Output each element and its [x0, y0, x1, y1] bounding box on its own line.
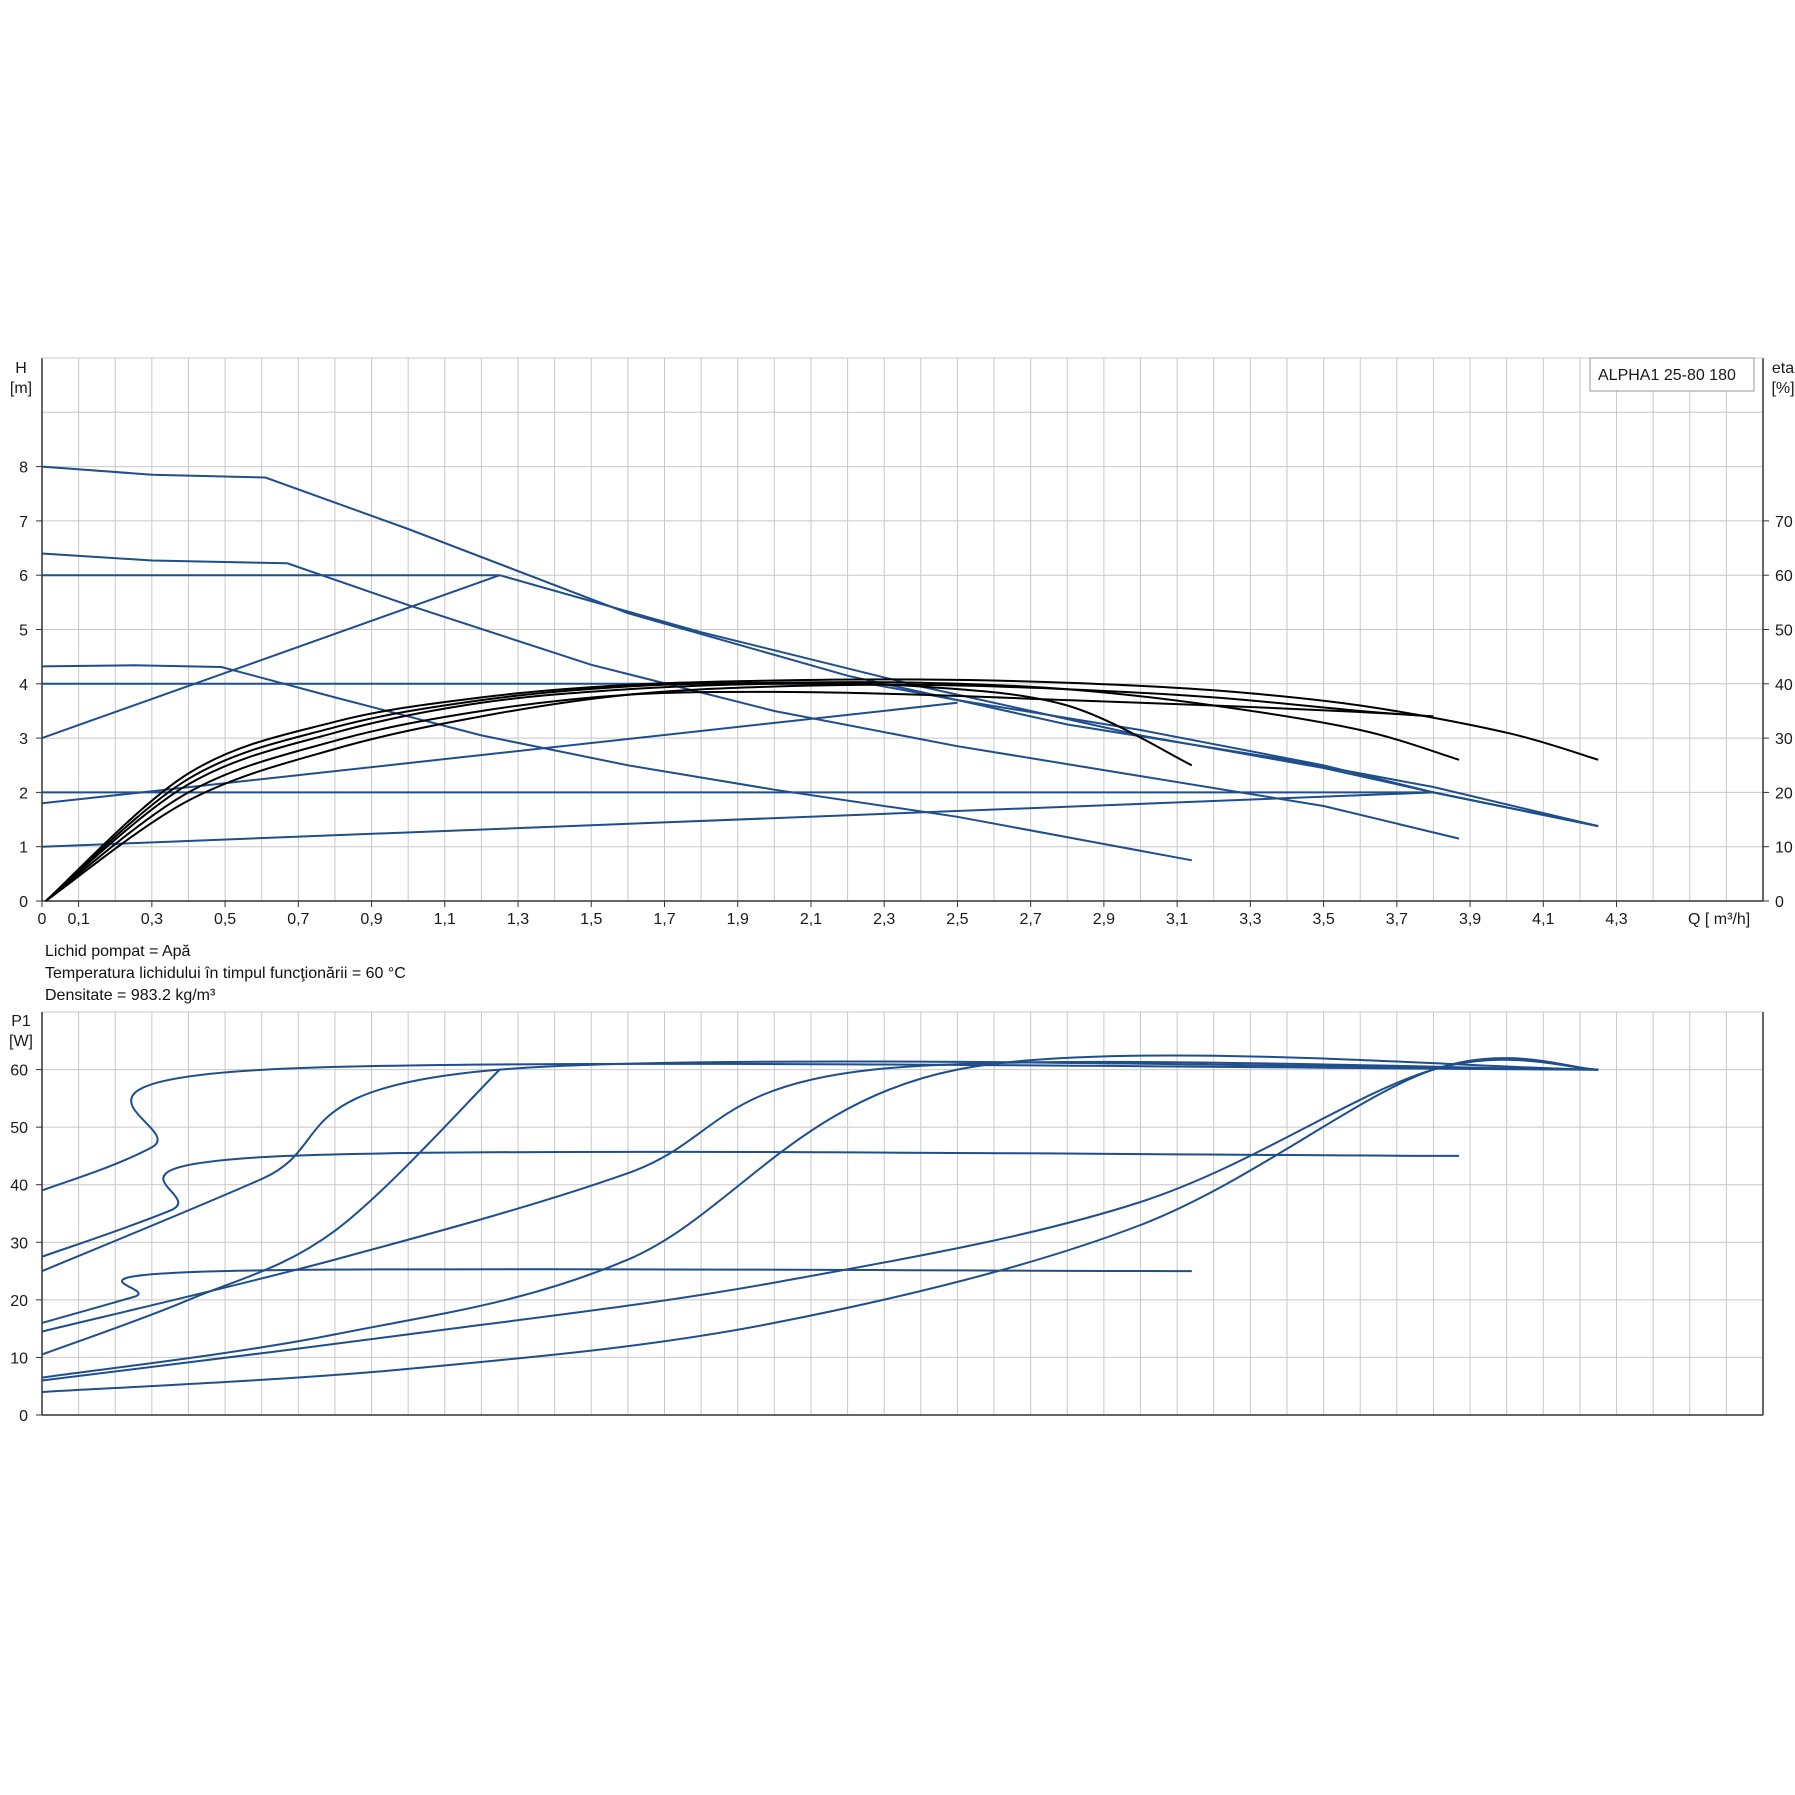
- flow-tick-label: 3,9: [1459, 911, 1481, 928]
- head-tick-label: 1: [19, 840, 28, 857]
- power-tick-label: 10: [10, 1350, 28, 1367]
- product-label: ALPHA1 25-80 180: [1598, 367, 1736, 384]
- flow-tick-label: 0,3: [141, 911, 163, 928]
- flow-tick-label: 3,7: [1386, 911, 1408, 928]
- power-chart-axes: 0 10 20 30 40 50 60 P1 [W]: [9, 1012, 1764, 1425]
- power-curve-1: [41, 1062, 1599, 1192]
- flow-tick-label: 1,5: [580, 911, 602, 928]
- fluid-info-density: Densitate = 983.2 kg/m³: [45, 987, 216, 1004]
- head-curve-2: [41, 552, 1460, 840]
- head-tick-label: 7: [19, 514, 28, 531]
- product-legend-box: ALPHA1 25-80 180: [1589, 357, 1755, 392]
- head-chart-axes: 0 1 2 3 4 5 6 7 8 0 10 20 30 40 50 60 70 0 0,1 0,3 0,5 0,7 0,9…: [10, 357, 1795, 928]
- flow-tick-label: 0,1: [67, 911, 89, 928]
- eta-tick-label: 70: [1775, 514, 1793, 531]
- fluid-info-liquid: Lichid pompat = Apă: [45, 943, 191, 960]
- flow-tick-label: 1,3: [507, 911, 529, 928]
- power-curve-5: [41, 1068, 501, 1356]
- head-tick-label: 6: [19, 568, 28, 585]
- efficiency-curve-2: [45, 681, 1460, 902]
- eta-axis-label: eta: [1772, 360, 1794, 377]
- power-tick-label: 30: [10, 1235, 28, 1252]
- power-curve-6: [41, 1060, 1599, 1333]
- flow-tick-label: 3,3: [1239, 911, 1261, 928]
- head-chart-curves: [41, 465, 1599, 902]
- head-curve-4: [42, 574, 1599, 828]
- power-tick-label: 60: [10, 1063, 28, 1080]
- head-axis-unit: [m]: [10, 380, 32, 397]
- flow-tick-label: 1,1: [434, 911, 456, 928]
- fluid-info-temperature: Temperatura lichidului în timpul funcţio…: [45, 965, 406, 982]
- head-curve-3: [41, 664, 1192, 862]
- flow-tick-label: 2,7: [1020, 911, 1042, 928]
- flow-tick-label: 2,9: [1093, 911, 1115, 928]
- head-chart-grid: [42, 358, 1763, 901]
- eta-axis-unit: [%]: [1771, 380, 1794, 397]
- fluid-info: Lichid pompat = Apă Temperatura lichidul…: [45, 941, 406, 1007]
- efficiency-curve-4: [45, 690, 1434, 902]
- eta-tick-label: 20: [1775, 785, 1793, 802]
- power-axis-label: P1: [11, 1013, 31, 1030]
- flow-tick-label: 2,3: [873, 911, 895, 928]
- head-tick-label: 2: [19, 785, 28, 802]
- head-curve-7: [41, 574, 501, 740]
- power-tick-label: 20: [10, 1293, 28, 1310]
- power-curve-2: [41, 1150, 1460, 1258]
- power-axis-unit: [W]: [9, 1033, 33, 1050]
- flow-tick-label: 2,1: [800, 911, 822, 928]
- flow-tick-label: 0: [38, 911, 47, 928]
- eta-tick-label: 60: [1775, 568, 1793, 585]
- power-curve-7: [41, 1054, 1599, 1379]
- efficiency-curve-1: [45, 682, 1193, 902]
- flow-tick-label: 1,7: [653, 911, 675, 928]
- eta-tick-label: 40: [1775, 677, 1793, 694]
- power-tick-label: 40: [10, 1178, 28, 1195]
- eta-tick-label: 10: [1775, 840, 1793, 857]
- head-tick-label: 0: [19, 894, 28, 911]
- flow-tick-label: 1,9: [727, 911, 749, 928]
- flow-tick-label: 2,5: [946, 911, 968, 928]
- power-chart-curves: [41, 1054, 1599, 1393]
- flow-tick-label: 3,1: [1166, 911, 1188, 928]
- head-curve-5: [42, 682, 1599, 828]
- head-tick-label: 3: [19, 731, 28, 748]
- eta-tick-label: 30: [1775, 731, 1793, 748]
- head-curve-8: [41, 701, 958, 805]
- efficiency-curve-5: [45, 683, 1434, 902]
- power-tick-label: 0: [19, 1408, 28, 1425]
- flow-tick-label: 0,9: [360, 911, 382, 928]
- flow-tick-label: 0,5: [214, 911, 236, 928]
- head-curve-9: [41, 791, 1434, 848]
- eta-tick-label: 0: [1775, 894, 1784, 911]
- power-chart-grid: [42, 1011, 1763, 1415]
- head-tick-label: 5: [19, 623, 28, 640]
- head-axis-label: H: [15, 360, 27, 377]
- head-tick-label: 8: [19, 460, 28, 477]
- power-curve-3: [41, 1268, 1192, 1324]
- flow-tick-label: 4,1: [1532, 911, 1554, 928]
- eta-tick-label: 50: [1775, 623, 1793, 640]
- power-curve-8: [41, 1058, 1599, 1382]
- power-curve-4: [41, 1060, 1599, 1273]
- efficiency-curve-3: [45, 678, 1599, 902]
- head-tick-label: 4: [19, 677, 28, 694]
- flow-axis-label: Q [ m³/h]: [1688, 911, 1750, 928]
- flow-tick-label: 4,3: [1605, 911, 1627, 928]
- power-curve-9: [41, 1057, 1599, 1393]
- power-tick-label: 50: [10, 1120, 28, 1137]
- flow-tick-label: 3,5: [1312, 911, 1334, 928]
- flow-tick-label: 0,7: [287, 911, 309, 928]
